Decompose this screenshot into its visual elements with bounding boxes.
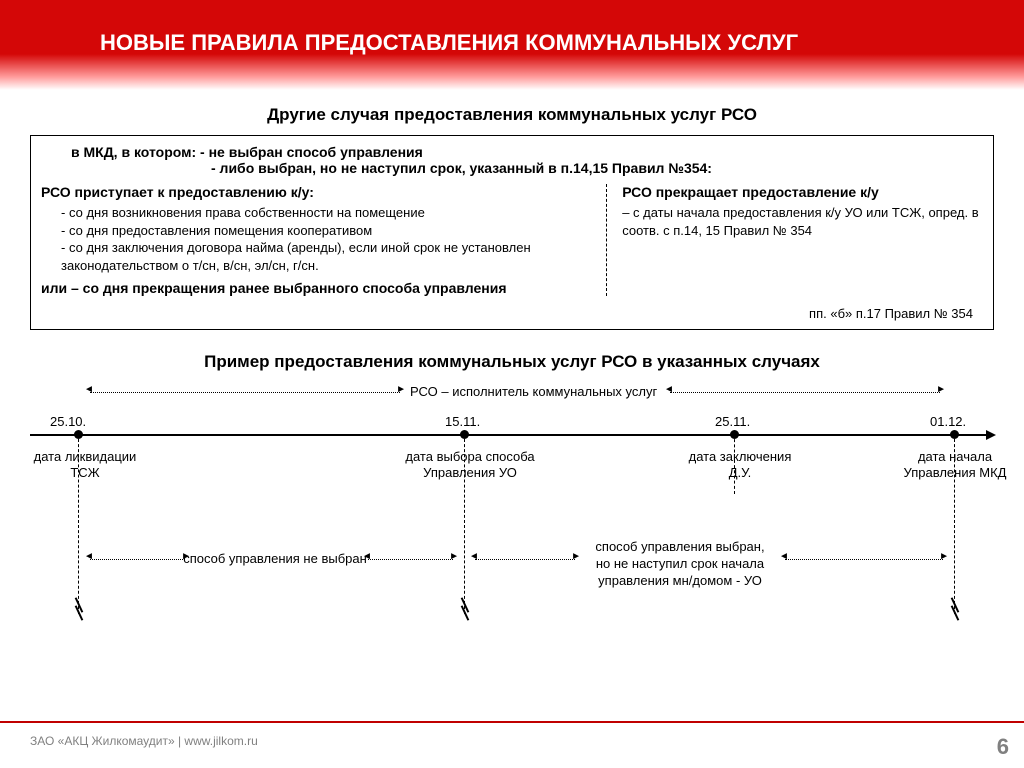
- bracket-label: способ управления выбран,но не наступил …: [575, 539, 785, 590]
- timeline-axis: [30, 434, 994, 436]
- box-intro-2: - либо выбран, но не наступил срок, указ…: [211, 160, 983, 176]
- timeline-date: 15.11.: [445, 414, 480, 429]
- bracket-arrow: [90, 559, 185, 560]
- timeline-date: 25.11.: [715, 414, 750, 429]
- box-right-column: РСО прекращает предоставление к/у – с да…: [606, 184, 983, 296]
- timeline-vline: [954, 434, 955, 614]
- footer-divider: [0, 721, 1024, 723]
- timeline-top-label: РСО – исполнитель коммунальных услуг: [410, 384, 657, 399]
- list-item: со дня заключения договора найма (аренды…: [61, 239, 591, 274]
- left-col-title: РСО приступает к предоставлению к/у:: [41, 184, 591, 200]
- example-title: Пример предоставления коммунальных услуг…: [0, 352, 1024, 372]
- list-item: со дня возникновения права собственности…: [61, 204, 591, 222]
- slide-header: НОВЫЕ ПРАВИЛА ПРЕДОСТАВЛЕНИЯ КОММУНАЛЬНЫ…: [0, 0, 1024, 90]
- rules-box: в МКД, в котором: - не выбран способ упр…: [30, 135, 994, 330]
- footer-text: ЗАО «АКЦ Жилкомаудит» | www.jilkom.ru: [30, 734, 258, 748]
- left-col-list: со дня возникновения права собственности…: [41, 204, 591, 274]
- timeline-date: 25.10.: [50, 414, 86, 429]
- timeline-date: 01.12.: [930, 414, 966, 429]
- timeline-vline: [464, 434, 465, 614]
- timeline-top-arrow-left: [90, 392, 400, 393]
- box-left-column: РСО приступает к предоставлению к/у: со …: [41, 184, 606, 296]
- bracket-arrow: [368, 559, 453, 560]
- list-item: со дня предоставления помещения кооперат…: [61, 222, 591, 240]
- timeline-vline: [78, 434, 79, 614]
- subtitle: Другие случая предоставления коммунальны…: [0, 105, 1024, 125]
- timeline-vline-short: [734, 434, 735, 494]
- bracket-arrow: [475, 559, 575, 560]
- bracket-label: способ управления не выбран: [180, 551, 370, 568]
- box-footer-ref: пп. «б» п.17 Правил № 354: [41, 306, 983, 321]
- right-col-title: РСО прекращает предоставление к/у: [622, 184, 983, 200]
- right-col-text: – с даты начала предоставления к/у УО ил…: [622, 204, 983, 239]
- timeline-event: дата выбора способаУправления УО: [390, 449, 550, 482]
- box-intro-1: в МКД, в котором: - не выбран способ упр…: [71, 144, 983, 160]
- page-number: 6: [997, 734, 1009, 760]
- timeline-top-arrow-right: [670, 392, 940, 393]
- timeline-event: дата ликвидацииТСЖ: [20, 449, 150, 482]
- timeline: РСО – исполнитель коммунальных услуг 25.…: [30, 384, 994, 644]
- slide-title: НОВЫЕ ПРАВИЛА ПРЕДОСТАВЛЕНИЯ КОММУНАЛЬНЫ…: [100, 30, 798, 56]
- bracket-arrow: [785, 559, 943, 560]
- left-col-or: или – со дня прекращения ранее выбранног…: [41, 280, 591, 296]
- timeline-event: дата заключенияД.У.: [670, 449, 810, 482]
